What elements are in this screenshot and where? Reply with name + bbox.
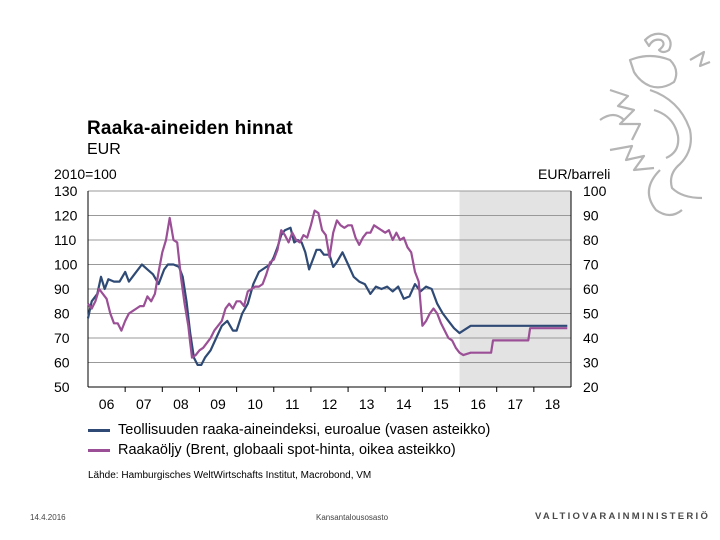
chart-legend: Teollisuuden raaka-aineindeksi, euroalue… [88,420,490,460]
legend-item-brent: Raakaöljy (Brent, globaali spot-hinta, o… [88,440,490,460]
legend-item-industrial: Teollisuuden raaka-aineindeksi, euroalue… [88,420,490,440]
footer-department: Kansantalousosasto [316,513,389,522]
x-tick-label: 12 [322,396,338,412]
x-tick-label: 18 [545,396,561,412]
left-tick-label: 50 [54,379,70,395]
left-tick-label: 70 [54,330,70,346]
x-tick-label: 09 [210,396,226,412]
legend-label-industrial: Teollisuuden raaka-aineindeksi, euroalue… [118,422,491,438]
left-tick-label: 130 [54,183,78,199]
right-tick-label: 50 [583,306,599,322]
x-tick-label: 13 [359,396,375,412]
x-tick-label: 16 [470,396,486,412]
right-tick-label: 30 [583,355,599,371]
legend-swatch-brent [88,448,110,452]
left-tick-label: 80 [54,306,70,322]
series-line-industrial [86,226,568,366]
right-tick-label: 90 [583,208,599,224]
x-tick-label: 14 [396,396,412,412]
right-tick-label: 40 [583,330,599,346]
right-tick-label: 60 [583,281,599,297]
legend-swatch-industrial [88,428,110,432]
legend-label-brent: Raakaöljy (Brent, globaali spot-hinta, o… [118,442,456,458]
left-axis-unit: 2010=100 [54,166,117,182]
chart-title: Raaka-aineiden hinnat [87,118,293,139]
x-tick-label: 06 [99,396,115,412]
source-note: Lähde: Hamburgisches WeltWirtschafts Ins… [88,470,372,481]
x-tick-label: 07 [136,396,152,412]
right-tick-label: 70 [583,257,599,273]
x-tick-label: 17 [507,396,523,412]
left-tick-label: 120 [54,208,78,224]
left-tick-label: 110 [54,232,77,248]
series-line-brent [87,209,568,359]
footer-date: 14.4.2016 [30,513,66,522]
right-axis-unit: EUR/barreli [538,166,611,182]
x-tick-label: 10 [247,396,263,412]
left-tick-label: 60 [54,355,70,371]
lion-coat-of-arms-icon [599,32,711,217]
right-tick-label: 20 [583,379,599,395]
x-tick-label: 08 [173,396,189,412]
x-tick-label: 11 [285,396,300,412]
left-tick-label: 90 [54,281,70,297]
left-tick-label: 100 [54,257,78,273]
right-tick-label: 80 [583,232,599,248]
x-tick-label: 15 [433,396,449,412]
ministry-logo-text: VALTIOVARAINMINISTERIÖ [535,511,711,522]
chart-subtitle: EUR [87,141,121,158]
right-tick-label: 100 [583,183,607,199]
